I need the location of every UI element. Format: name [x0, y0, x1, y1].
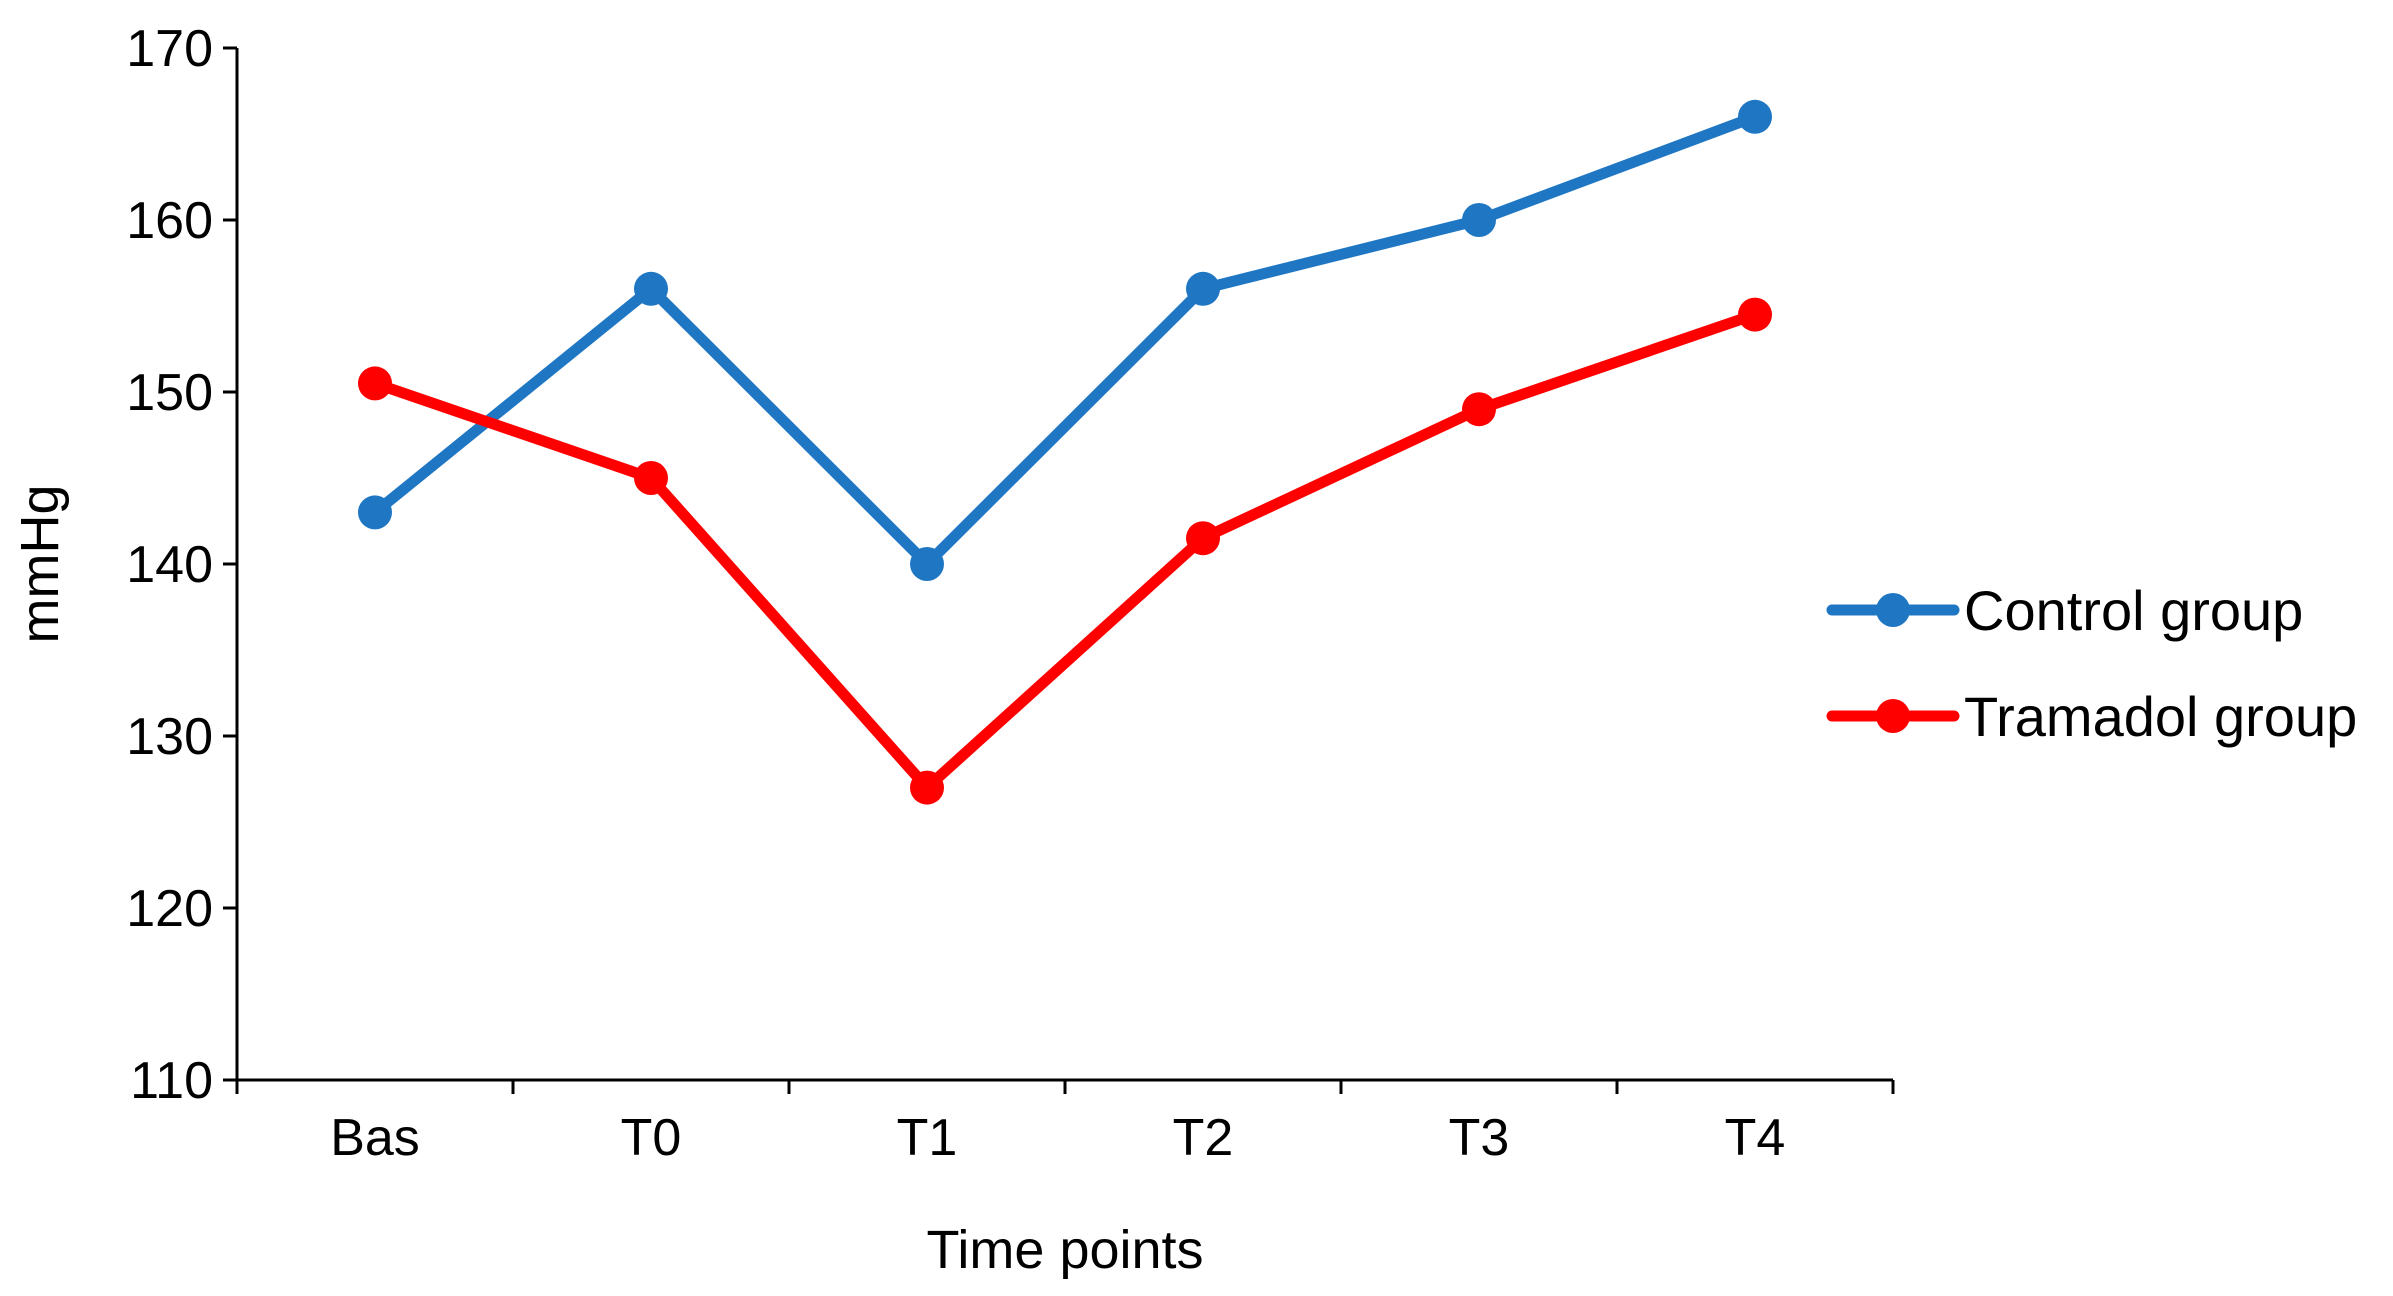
x-tick-label: T4 — [1725, 1109, 1786, 1167]
axes: 110 120 130 140 150 160 170 Bas T0 T1 T2 T3 T4 Time… — [10, 20, 1895, 1280]
legend-item: Control group — [1826, 579, 2303, 642]
series-1 — [358, 297, 1772, 805]
data-point — [634, 271, 668, 306]
x-axis-ticks: Bas T0 T1 T2 T3 T4 — [235, 1080, 1895, 1167]
y-axis-title: mmHg — [10, 485, 70, 644]
x-tick-label: T3 — [1449, 1109, 1510, 1167]
legend-swatch-marker — [1876, 699, 1910, 733]
x-tick-label: T0 — [621, 1109, 682, 1167]
y-axis-ticks: 110 120 130 140 150 160 170 — [126, 20, 237, 1110]
x-axis-title: Time points — [926, 1220, 1203, 1280]
data-point — [1738, 297, 1772, 332]
series-line — [369, 111, 1761, 570]
series-line — [369, 309, 1761, 794]
series-0 — [358, 99, 1772, 581]
data-point — [634, 461, 668, 495]
y-tick-label: 160 — [126, 192, 213, 250]
data-point — [910, 547, 944, 581]
data-point — [1186, 521, 1220, 556]
legend-swatch-marker — [1876, 593, 1910, 627]
y-tick-label: 170 — [126, 20, 213, 78]
y-tick-label: 110 — [130, 1052, 213, 1110]
y-tick-label: 130 — [126, 708, 213, 766]
data-point — [358, 366, 392, 401]
series-group — [358, 99, 1772, 805]
data-point — [1462, 203, 1496, 237]
data-point — [1186, 271, 1220, 306]
x-tick-label: Bas — [330, 1109, 420, 1167]
x-tick-label: T2 — [1173, 1109, 1234, 1167]
data-point — [358, 495, 392, 530]
data-point — [910, 770, 944, 805]
data-point — [1738, 99, 1772, 134]
y-tick-label: 120 — [126, 880, 213, 938]
legend: Control group Tramadol group — [1826, 579, 2357, 748]
legend-label: Tramadol group — [1964, 685, 2357, 748]
y-tick-label: 140 — [126, 536, 213, 594]
legend-label: Control group — [1964, 579, 2303, 642]
data-point — [1462, 392, 1496, 427]
x-tick-label: T1 — [897, 1109, 958, 1167]
legend-item: Tramadol group — [1826, 685, 2357, 748]
y-tick-label: 150 — [126, 364, 213, 422]
